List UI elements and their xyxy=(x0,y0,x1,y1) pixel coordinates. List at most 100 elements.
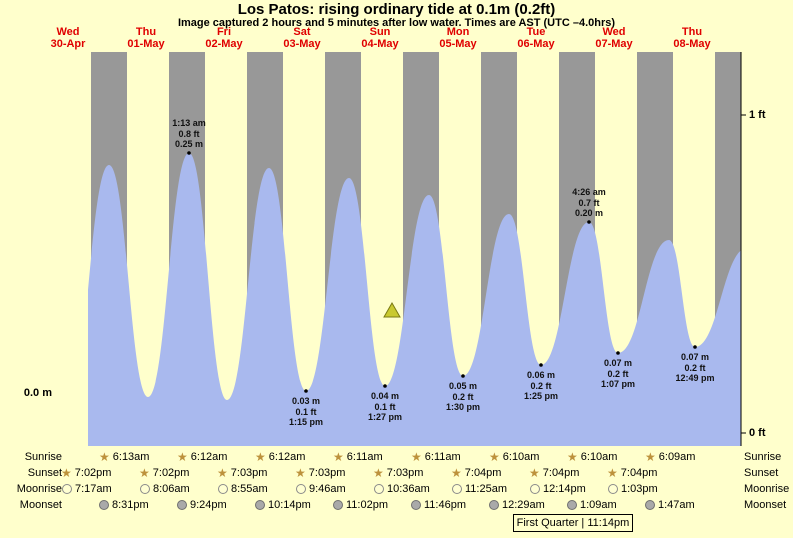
sunrise-row-label-left: Sunrise xyxy=(24,451,62,463)
sun-star-icon: ★ xyxy=(99,450,110,464)
sun-star-icon: ★ xyxy=(373,466,384,480)
moonrise-time: 8:06am xyxy=(153,483,190,495)
moon-phase-box: First Quarter | 11:14pm xyxy=(513,514,633,532)
sun-star-icon: ★ xyxy=(529,466,540,480)
moonset-row-label-right: Moonset xyxy=(744,499,787,511)
sunset-time: 7:04pm xyxy=(542,467,580,479)
moonrise-entry: 1:03pm xyxy=(608,482,658,496)
moonset-row-label-left: Moonset xyxy=(19,499,62,511)
moonrise-row-label-right: Moonrise xyxy=(744,483,790,495)
low-tide-dot xyxy=(304,389,308,393)
sun-star-icon: ★ xyxy=(607,466,618,480)
moonrise-entry: 10:36am xyxy=(374,482,430,496)
sun-star-icon: ★ xyxy=(295,466,306,480)
sunrise-time: 6:11am xyxy=(346,451,383,463)
moonrise-time: 9:46am xyxy=(309,483,346,495)
moonset-time: 12:29am xyxy=(502,499,545,511)
sunset-time: 7:03pm xyxy=(308,467,346,479)
high-tide-dot xyxy=(187,151,191,155)
moon-light-icon xyxy=(140,484,150,494)
moonrise-entry: 8:06am xyxy=(140,482,190,496)
sun-star-icon: ★ xyxy=(61,466,72,480)
sunrise-entry: ★ 6:13am xyxy=(99,450,149,464)
sunrise-entry: ★ 6:09am xyxy=(645,450,695,464)
sunrise-time: 6:11am xyxy=(424,451,461,463)
sunset-time: 7:02pm xyxy=(74,467,112,479)
moonset-entry: 11:02pm xyxy=(333,498,388,512)
sun-star-icon: ★ xyxy=(217,466,228,480)
day-label: Wed 07-May xyxy=(595,26,633,50)
low-tide-dot xyxy=(383,384,387,388)
day-label: Thu 08-May xyxy=(673,26,711,50)
sunset-row-label-right: Sunset xyxy=(744,467,779,479)
sunset-time: 7:04pm xyxy=(464,467,502,479)
moon-dark-icon xyxy=(645,500,655,510)
moon-phase-label: First Quarter | 11:14pm xyxy=(516,517,630,529)
sunset-entry: ★ 7:04pm xyxy=(607,466,657,480)
moonset-entry: 11:46pm xyxy=(411,498,466,512)
sunrise-entry: ★ 6:11am xyxy=(411,450,461,464)
moonset-time: 11:46pm xyxy=(424,499,466,511)
sunset-entry: ★ 7:03pm xyxy=(217,466,267,480)
moonrise-time: 11:25am xyxy=(465,483,507,495)
low-tide-annotation: 0.03 m 0.1 ft 1:15 pm xyxy=(288,396,323,427)
moon-dark-icon xyxy=(177,500,187,510)
sunrise-entry: ★ 6:11am xyxy=(333,450,383,464)
moon-light-icon xyxy=(608,484,618,494)
moonrise-time: 1:03pm xyxy=(621,483,658,495)
current-time-marker xyxy=(383,301,401,318)
sunrise-entry: ★ 6:10am xyxy=(489,450,539,464)
low-tide-dot xyxy=(461,374,465,378)
sunrise-time: 6:12am xyxy=(268,451,306,463)
day-label: Thu 01-May xyxy=(127,26,165,50)
moonset-time: 10:14pm xyxy=(268,499,311,511)
sunset-entry: ★ 7:03pm xyxy=(373,466,423,480)
day-label: Sun 04-May xyxy=(361,26,399,50)
sunrise-time: 6:13am xyxy=(112,451,150,463)
sun-star-icon: ★ xyxy=(139,466,150,480)
moon-dark-icon xyxy=(333,500,343,510)
moonset-entry: 8:31pm xyxy=(99,498,149,512)
sunrise-time: 6:12am xyxy=(190,451,228,463)
sun-star-icon: ★ xyxy=(645,450,656,464)
sunrise-time: 6:09am xyxy=(658,451,696,463)
low-tide-dot xyxy=(616,351,620,355)
low-tide-annotation: 0.05 m 0.2 ft 1:30 pm xyxy=(445,381,480,412)
day-label: Sat 03-May xyxy=(283,26,321,50)
sun-star-icon: ★ xyxy=(567,450,578,464)
moonset-time: 8:31pm xyxy=(112,499,149,511)
sunrise-time: 6:10am xyxy=(580,451,618,463)
sunrise-entry: ★ 6:12am xyxy=(177,450,227,464)
sunset-entry: ★ 7:04pm xyxy=(451,466,501,480)
sunset-entry: ★ 7:02pm xyxy=(61,466,111,480)
sun-star-icon: ★ xyxy=(255,450,266,464)
moonset-entry: 1:09am xyxy=(567,498,617,512)
moonrise-time: 10:36am xyxy=(387,483,430,495)
moonset-time: 11:02pm xyxy=(346,499,388,511)
day-label: Fri 02-May xyxy=(205,26,243,50)
moonset-time: 9:24pm xyxy=(190,499,227,511)
low-tide-annotation: 0.06 m 0.2 ft 1:25 pm xyxy=(523,370,558,401)
moonset-entry: 12:29am xyxy=(489,498,545,512)
y-axis-left-label: 0.0 m xyxy=(23,387,52,399)
moon-dark-icon xyxy=(255,500,265,510)
low-tide-annotation: 0.07 m 0.2 ft 1:07 pm xyxy=(600,358,635,389)
moon-light-icon xyxy=(296,484,306,494)
sunset-time: 7:03pm xyxy=(386,467,424,479)
low-tide-annotation: 0.04 m 0.1 ft 1:27 pm xyxy=(367,391,402,422)
day-label: Wed 30-Apr xyxy=(50,26,86,50)
sunrise-time: 6:10am xyxy=(502,451,540,463)
sunset-entry: ★ 7:03pm xyxy=(295,466,345,480)
moon-light-icon xyxy=(374,484,384,494)
sun-star-icon: ★ xyxy=(411,450,422,464)
moonrise-time: 8:55am xyxy=(231,483,268,495)
sunrise-entry: ★ 6:10am xyxy=(567,450,617,464)
sun-star-icon: ★ xyxy=(451,466,462,480)
page-subtitle: Image captured 2 hours and 5 minutes aft… xyxy=(177,17,616,29)
high-tide-annotation: 4:26 am 0.7 ft 0.20 m xyxy=(572,187,606,218)
y-axis-right-tick-label: 0 ft xyxy=(749,427,766,439)
moon-light-icon xyxy=(452,484,462,494)
sunrise-entry: ★ 6:12am xyxy=(255,450,305,464)
sunset-row-label-left: Sunset xyxy=(27,467,62,479)
